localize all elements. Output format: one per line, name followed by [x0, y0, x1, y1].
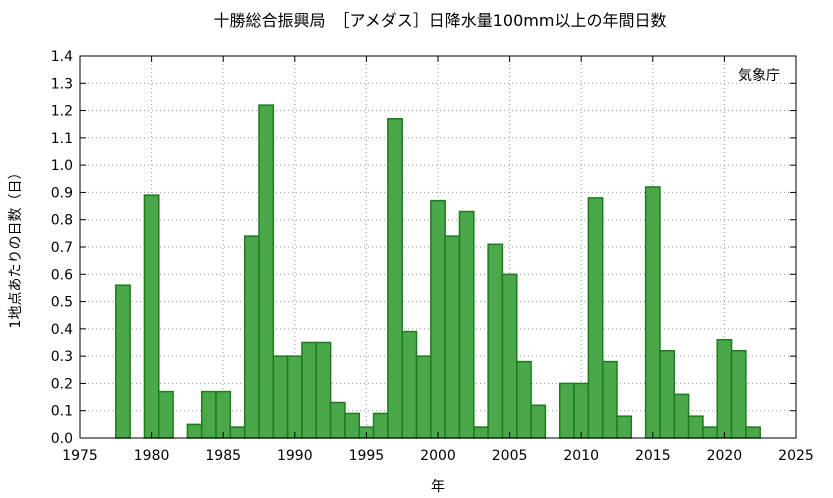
- bar-2012: [601, 360, 618, 439]
- y-tick-label: 0.5: [51, 295, 73, 311]
- x-tick-label: 2010: [563, 448, 599, 464]
- bar-1989: [272, 355, 289, 439]
- bar-2000: [430, 199, 446, 439]
- y-tick-label: 1.3: [51, 76, 73, 92]
- x-axis-label: 年: [431, 479, 445, 495]
- bar-2019: [702, 426, 718, 439]
- y-tick-label: 0.7: [51, 240, 73, 256]
- bar-2016: [659, 349, 676, 439]
- y-axis-label: 1地点あたりの日数（日）: [8, 166, 24, 329]
- x-tick-label: 1985: [205, 448, 241, 464]
- y-tick-label: 0.6: [51, 267, 73, 283]
- y-tick-label: 0.9: [51, 185, 73, 201]
- bar-1996: [372, 412, 389, 439]
- y-tick-label: 1.0: [51, 158, 73, 174]
- bar-1981: [158, 390, 174, 439]
- x-tick-label: 1990: [277, 448, 313, 464]
- bar-1990: [286, 355, 303, 439]
- bar-1998: [401, 330, 418, 439]
- bar-1991: [301, 341, 318, 439]
- y-axis-ticks: 0.0 0.1 0.2 0.3 0.4 0.5 0.6 0.7 0.8 0.9 1.0 1.1 1.2 1…: [51, 49, 796, 447]
- bar-1985: [215, 390, 232, 439]
- x-tick-label: 2020: [707, 448, 743, 464]
- gridlines: [80, 56, 796, 438]
- bar-1999: [415, 355, 432, 439]
- x-axis-ticks: 1975 1980 1985 1990 1995 2000 2005 2010 2015 2020…: [62, 56, 814, 464]
- x-tick-label: 2005: [492, 448, 528, 464]
- bar-2009: [558, 382, 575, 439]
- y-tick-label: 0.0: [51, 431, 73, 447]
- bar-1980: [143, 194, 160, 439]
- bar-2022: [745, 426, 761, 439]
- chart-title: 十勝総合振興局 ［アメダス］日降水量100mm以上の年間日数: [214, 11, 667, 30]
- bar-2013: [616, 415, 633, 439]
- y-tick-label: 0.8: [51, 213, 73, 229]
- bar-2001: [444, 235, 461, 439]
- y-tick-label: 1.4: [51, 49, 73, 65]
- bar-1978: [115, 284, 131, 439]
- bar-2004: [487, 243, 504, 439]
- bar-2003: [473, 426, 489, 439]
- bar-1984: [200, 390, 217, 439]
- bar-1983: [186, 423, 203, 439]
- bar-2015: [644, 186, 661, 439]
- y-tick-label: 1.1: [51, 131, 73, 147]
- bar-2018: [687, 415, 704, 439]
- bar-1997: [387, 118, 403, 439]
- x-tick-label: 2025: [778, 448, 814, 464]
- bar-1994: [344, 412, 360, 439]
- y-tick-label: 0.3: [51, 349, 73, 365]
- y-tick-label: 0.4: [51, 322, 73, 338]
- bar-2011: [587, 197, 604, 439]
- bar-2006: [516, 360, 532, 439]
- x-tick-label: 2000: [420, 448, 456, 464]
- x-tick-label: 2015: [635, 448, 671, 464]
- annotation: 気象庁: [738, 68, 780, 84]
- bar-2002: [458, 210, 475, 439]
- bar-1993: [329, 401, 346, 439]
- x-tick-label: 1975: [62, 448, 98, 464]
- bar-2005: [501, 273, 518, 439]
- y-tick-label: 0.2: [51, 376, 73, 392]
- bar-2007: [530, 404, 547, 439]
- bar-2021: [730, 349, 747, 439]
- bars: [115, 104, 761, 439]
- bar-2017: [673, 393, 690, 439]
- bar-2010: [573, 382, 590, 439]
- x-tick-label: 1980: [134, 448, 170, 464]
- bar-1986: [229, 426, 246, 439]
- y-tick-label: 0.1: [51, 404, 73, 420]
- x-tick-label: 1995: [349, 448, 385, 464]
- bar-1992: [315, 341, 332, 439]
- y-tick-label: 1.2: [51, 104, 73, 120]
- bar-2020: [716, 339, 733, 439]
- bar-1987: [243, 235, 260, 439]
- bar-1988: [258, 104, 275, 439]
